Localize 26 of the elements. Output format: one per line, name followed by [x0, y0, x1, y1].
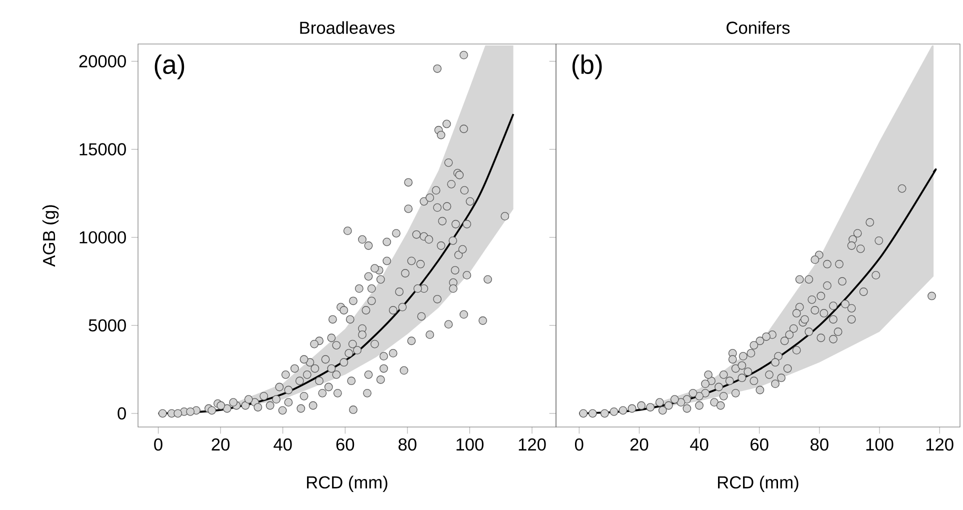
x-tick-label: 60	[336, 438, 354, 451]
x-tick-label: 80	[810, 438, 828, 451]
x-tick-label: 60	[750, 438, 768, 451]
y-tick-label: 5000	[88, 319, 126, 332]
y-tick-label: 20000	[79, 55, 126, 68]
y-tick-label: 10000	[80, 231, 126, 244]
x-tick-label: 0	[574, 438, 584, 451]
x-axis-title: RCD (mm)	[307, 476, 388, 492]
annotation: (a)	[154, 54, 184, 80]
x-tick-label: 120	[926, 438, 954, 451]
x-tick-label: 0	[154, 438, 162, 451]
x-tick-label: 20	[212, 438, 230, 451]
y-axis-title: AGB (g)	[42, 205, 59, 267]
x-tick-label: 40	[274, 438, 292, 451]
x-tick-label: 40	[690, 438, 708, 451]
x-tick-label: 20	[630, 438, 648, 451]
x-tick-label: 100	[866, 438, 894, 451]
annotation: (b)	[572, 54, 602, 80]
x-tick-label: 100	[456, 438, 484, 451]
x-tick-label: 120	[518, 438, 546, 451]
y-tick-label: 15000	[80, 143, 126, 156]
chart-title: Broadleaves	[300, 21, 395, 34]
chart-title: Conifers	[726, 21, 790, 34]
y-tick-label: 0	[118, 407, 126, 420]
x-axis-title: RCD (mm)	[718, 476, 798, 492]
x-tick-label: 80	[398, 438, 416, 451]
